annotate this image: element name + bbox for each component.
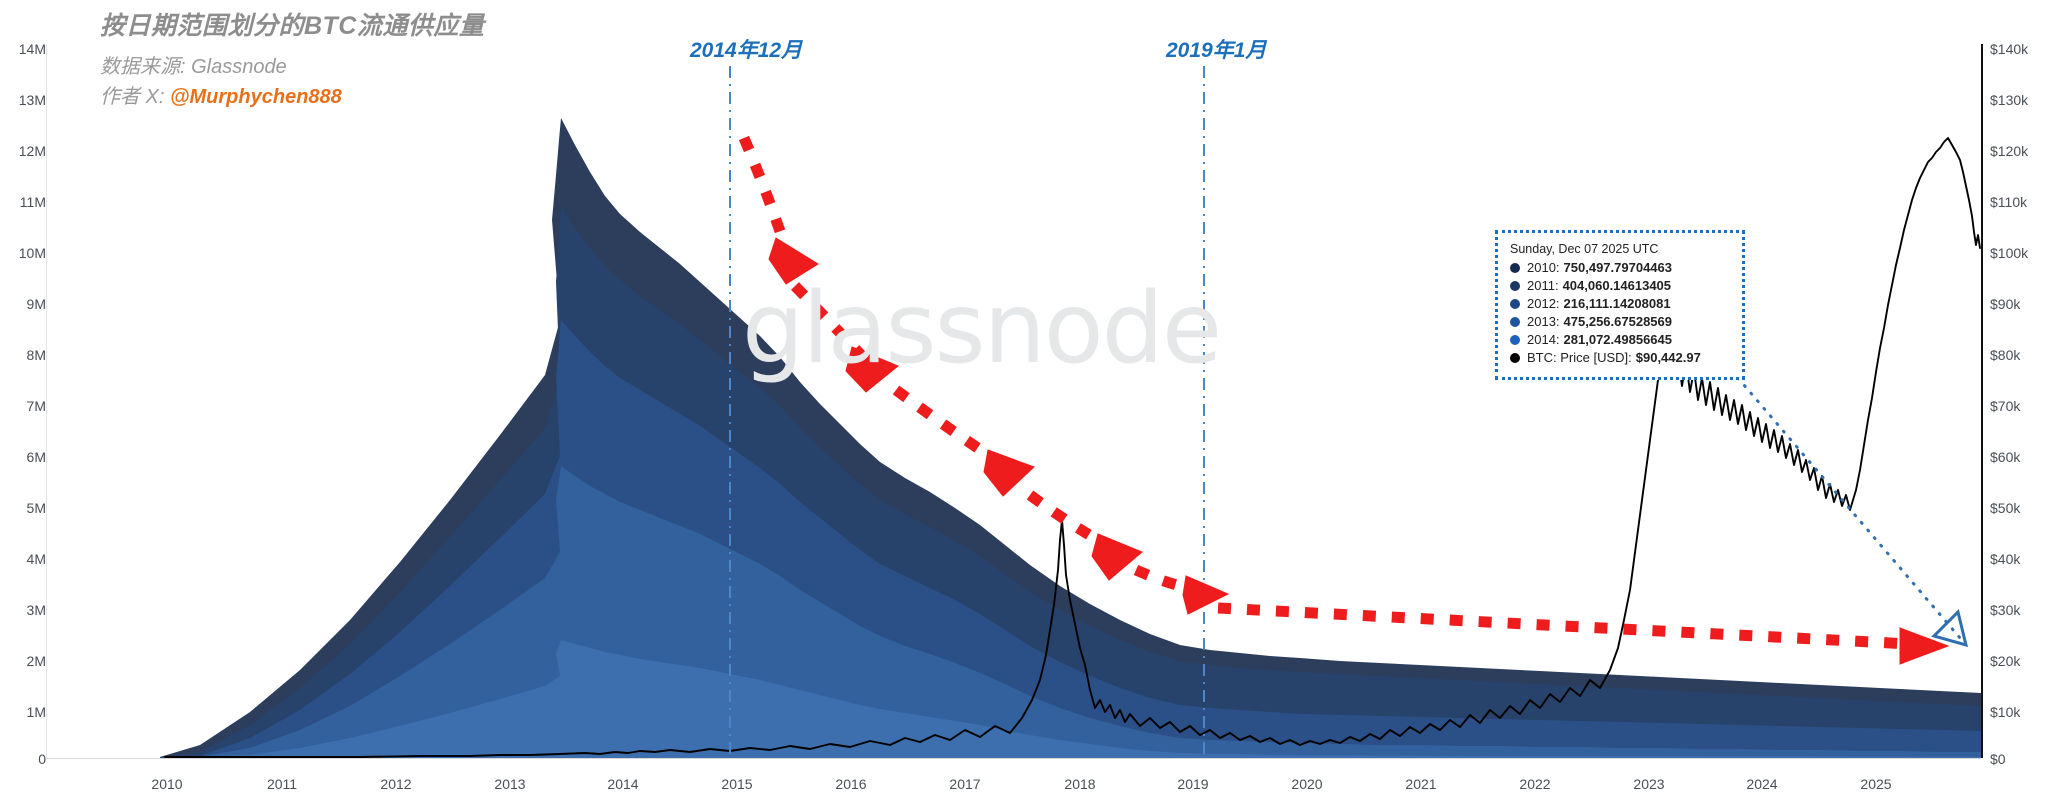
- x-tick-2018: 2018: [1064, 776, 1096, 792]
- btc-price-line-group: [164, 137, 1981, 758]
- y2-tick-100k: $100k: [1990, 245, 2029, 261]
- y-tick-7M: 7M: [26, 398, 46, 414]
- x-tick-2022: 2022: [1519, 776, 1551, 792]
- tooltip-label-2010: 2010:: [1527, 260, 1560, 275]
- x-tick-2017: 2017: [949, 776, 981, 792]
- vline-label-2014-12: 2014年12月: [690, 39, 803, 62]
- y-tick-0: 0: [38, 751, 46, 767]
- y-tick-9M: 9M: [26, 296, 46, 312]
- y-tick-6M: 6M: [26, 449, 46, 465]
- x-tick-2012: 2012: [380, 776, 412, 792]
- x-tick-2011: 2011: [266, 776, 298, 792]
- y-axis-right: $140k $130k $120k $110k $100k $90k $80k …: [1982, 0, 2048, 806]
- y-tick-1M: 1M: [26, 704, 46, 720]
- y-tick-8M: 8M: [26, 347, 46, 363]
- y2-tick-10k: $10k: [1990, 704, 2021, 720]
- tooltip-row-btc-price: BTC: Price [USD]: $90,442.97: [1508, 350, 1732, 367]
- author-handle[interactable]: @Murphychen888: [170, 86, 342, 108]
- y-tick-13M: 13M: [18, 92, 46, 108]
- tooltip-label-2013: 2013:: [1527, 314, 1560, 329]
- tooltip-value-2014: 281,072.49856645: [1563, 332, 1672, 347]
- x-tick-2019: 2019: [1177, 776, 1209, 792]
- x-tick-2025: 2025: [1860, 776, 1892, 792]
- y-tick-5M: 5M: [26, 500, 46, 516]
- y-tick-2M: 2M: [26, 653, 46, 669]
- x-tick-2013: 2013: [494, 776, 526, 792]
- x-axis: 2010 2011 2012 2013 2014 2015 2016 2017 …: [0, 766, 2048, 806]
- x-axis-line: [46, 758, 1981, 759]
- y-tick-4M: 4M: [26, 551, 46, 567]
- y2-tick-130k: $130k: [1990, 92, 2029, 108]
- y2-tick-70k: $70k: [1990, 398, 2021, 414]
- legend-dot-2012: [1510, 299, 1520, 310]
- tooltip-value-2013: 475,256.67528569: [1563, 314, 1672, 329]
- x-tick-2020: 2020: [1291, 776, 1323, 792]
- y-tick-12M: 12M: [18, 143, 46, 159]
- tooltip-value-2011: 404,060.14613405: [1562, 278, 1672, 293]
- y2-tick-90k: $90k: [1990, 296, 2021, 312]
- legend-dot-2014: [1510, 335, 1520, 346]
- y2-tick-120k: $120k: [1990, 143, 2029, 159]
- y2-tick-110k: $110k: [1990, 194, 2028, 210]
- tooltip-row-2012: 2012: 216,111.14208081: [1508, 296, 1732, 313]
- x-tick-2024: 2024: [1746, 776, 1778, 792]
- chart-tooltip[interactable]: Sunday, Dec 07 2025 UTC 2010: 750,497.79…: [1495, 230, 1745, 380]
- vline-label-2019-01: 2019年1月: [1166, 39, 1267, 62]
- tooltip-row-2013: 2013: 475,256.67528569: [1508, 314, 1732, 331]
- legend-dot-2010: [1510, 263, 1520, 274]
- tooltip-date: Sunday, Dec 07 2025 UTC: [1510, 242, 1659, 256]
- x-tick-2021: 2021: [1405, 776, 1437, 792]
- glassnode-watermark: glassnode: [742, 272, 1222, 386]
- tooltip-row-2014: 2014: 281,072.49856645: [1508, 332, 1732, 349]
- y2-tick-30k: $30k: [1990, 602, 2021, 618]
- y2-tick-80k: $80k: [1990, 347, 2021, 363]
- tooltip-row-2010: 2010: 750,497.79704463: [1508, 260, 1732, 277]
- tooltip-label-2014: 2014:: [1527, 332, 1560, 347]
- x-tick-2014: 2014: [607, 776, 639, 792]
- y-axis-left-line: [46, 44, 47, 758]
- data-source-label: 数据来源: Glassnode: [100, 56, 287, 78]
- y-axis-right-line: [1981, 44, 1983, 758]
- y-axis-left: 14M 13M 12M 11M 10M 9M 8M 7M 6M 5M 4M 3M…: [0, 0, 46, 806]
- y2-tick-0: $0: [1990, 751, 2006, 767]
- tooltip-row-2011: 2011: 404,060.14613405: [1508, 278, 1732, 295]
- tooltip-value-2010: 750,497.79704463: [1563, 260, 1672, 275]
- author-label: 作者 X: @Murphychen888: [100, 80, 342, 109]
- area-band-2010: [160, 640, 1981, 758]
- red-trend-arrows: [738, 135, 1950, 665]
- legend-dot-2011: [1510, 281, 1520, 292]
- x-tick-2023: 2023: [1633, 776, 1665, 792]
- author-prefix: 作者 X:: [100, 86, 171, 108]
- y-tick-10M: 10M: [18, 245, 46, 261]
- legend-dot-btc-price: [1510, 353, 1520, 364]
- y2-tick-140k: $140k: [1990, 41, 2029, 57]
- y2-tick-60k: $60k: [1990, 449, 2021, 465]
- y-tick-14M: 14M: [18, 41, 46, 57]
- btc-price-line: [164, 137, 1981, 758]
- stacked-area-group: [160, 118, 1981, 758]
- tooltip-pointer: [1736, 376, 1969, 648]
- tooltip-value-2012: 216,111.14208081: [1563, 296, 1671, 311]
- x-tick-2016: 2016: [835, 776, 867, 792]
- legend-dot-2013: [1510, 317, 1520, 328]
- page-title: 按日期范围划分的BTC流通供应量: [100, 12, 485, 40]
- tooltip-label-2011: 2011:: [1527, 278, 1559, 293]
- x-tick-2015: 2015: [721, 776, 753, 792]
- x-tick-2010: 2010: [151, 776, 183, 792]
- y2-tick-50k: $50k: [1990, 500, 2021, 516]
- y2-tick-40k: $40k: [1990, 551, 2021, 567]
- tooltip-value-btc-price: $90,442.97: [1635, 350, 1701, 365]
- y-tick-11M: 11M: [19, 194, 46, 210]
- tooltip-label-2012: 2012:: [1527, 296, 1560, 311]
- y2-tick-20k: $20k: [1990, 653, 2021, 669]
- y-tick-3M: 3M: [26, 602, 46, 618]
- tooltip-label-btc-price: BTC: Price [USD]:: [1527, 350, 1632, 365]
